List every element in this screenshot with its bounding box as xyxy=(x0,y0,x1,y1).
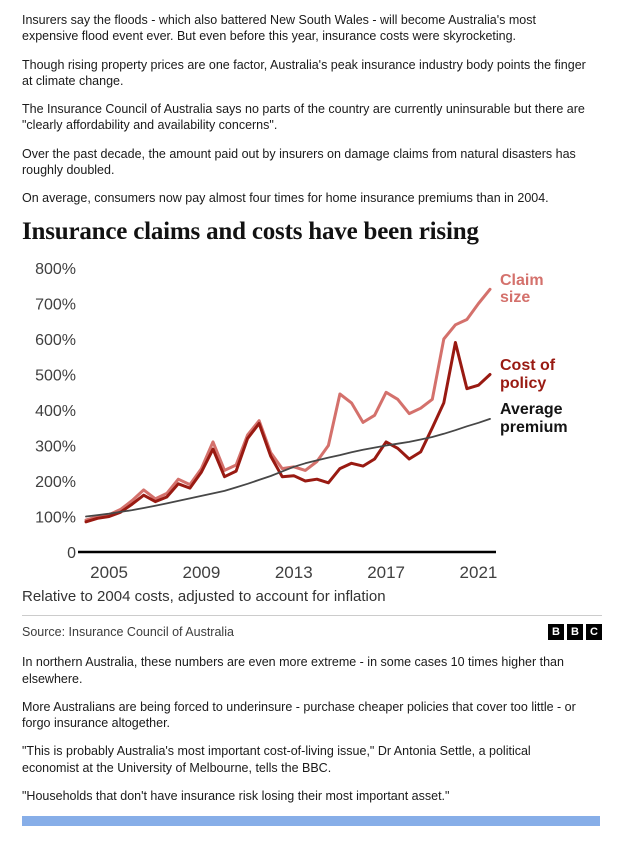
paragraph: The Insurance Council of Australia says … xyxy=(22,102,585,133)
chart-caption: Relative to 2004 costs, adjusted to acco… xyxy=(22,588,386,606)
bbc-logo-block: B xyxy=(567,624,583,641)
paragraph: Insurers say the floods - which also bat… xyxy=(22,13,536,44)
chart-title: Insurance claims and costs have been ris… xyxy=(22,218,479,246)
x-axis-label: 2013 xyxy=(275,563,313,582)
paragraph: Over the past decade, the amount paid ou… xyxy=(22,146,576,177)
series-label-cost-of-policy: Cost of policy xyxy=(500,356,556,392)
paragraph: More Australians are being forced to und… xyxy=(22,699,576,730)
paragraph: "This is probably Australia's most impor… xyxy=(22,744,531,775)
y-axis-label: 100% xyxy=(35,510,76,527)
line-average-premium xyxy=(85,418,491,518)
y-axis-label: 600% xyxy=(35,332,76,349)
paragraph: Though rising property prices are one fa… xyxy=(22,57,586,88)
x-axis-label: 2017 xyxy=(367,563,405,582)
bbc-logo-block: C xyxy=(586,624,602,641)
body-paragraphs: In northern Australia, these numbers are… xyxy=(22,654,602,804)
bbc-logo-block: B xyxy=(548,624,564,641)
y-axis-label: 200% xyxy=(35,474,76,491)
series-label-average-premium: Average premium xyxy=(500,401,568,437)
y-axis-label: 700% xyxy=(35,297,76,314)
paragraph: "Households that don't have insurance ri… xyxy=(22,788,450,803)
paragraph: On average, consumers now pay almost fou… xyxy=(22,191,549,205)
y-axis-label: 400% xyxy=(35,403,76,420)
line-cost-of-policy xyxy=(84,341,492,524)
selection-highlight-bar xyxy=(22,816,600,826)
y-axis-label: 300% xyxy=(35,439,76,456)
chart: 800% 700% 600% 500% 400% 300% 200% 100% 0 2005 200… xyxy=(22,252,602,586)
x-axis-label: 2009 xyxy=(183,563,221,582)
paragraph: In northern Australia, these numbers are… xyxy=(22,655,564,686)
chart-plot: 800% 700% 600% 500% 400% 300% 200% 100% 0 2005 200… xyxy=(35,261,498,582)
y-axis-label: 0 xyxy=(67,545,76,562)
series-label-claim-size: Claim size xyxy=(500,271,544,307)
x-axis-label: 2021 xyxy=(460,563,498,582)
y-axis-label: 800% xyxy=(35,261,76,278)
y-axis-label: 500% xyxy=(35,368,76,385)
chart-source: Source: Insurance Council of Australia xyxy=(22,625,234,640)
divider xyxy=(22,615,602,617)
line-claim-size xyxy=(84,288,492,522)
x-axis-label: 2005 xyxy=(90,563,128,582)
source-row: Source: Insurance Council of Australia B… xyxy=(22,624,602,641)
intro-paragraphs: Insurers say the floods - which also bat… xyxy=(22,12,602,206)
